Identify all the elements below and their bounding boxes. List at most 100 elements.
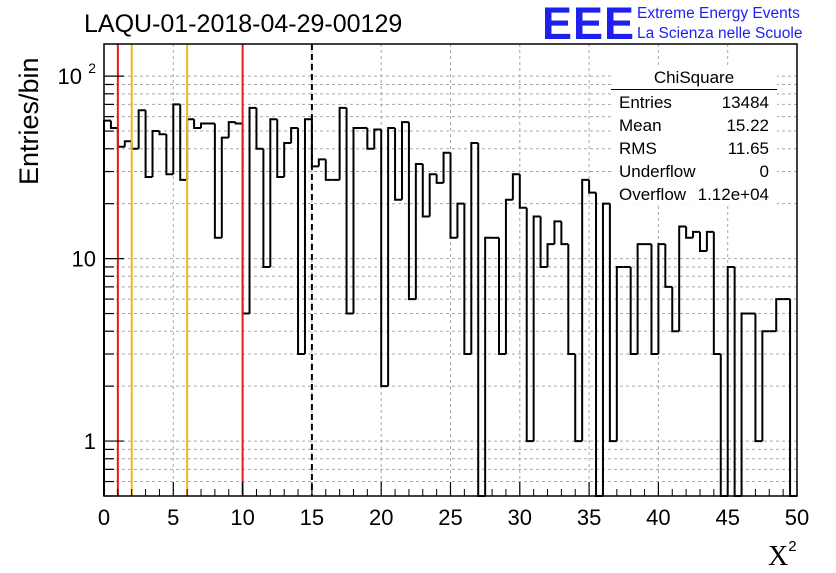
histogram-bin [394, 127, 402, 201]
eee-logo: EEE [542, 0, 636, 49]
histogram-bin [726, 265, 735, 496]
x-axis-label-base: X [768, 541, 789, 572]
histogram-bin [712, 231, 721, 356]
stats-row: Underflow 0 [619, 162, 769, 185]
histogram-bin [705, 230, 714, 252]
x-tick-label: 30 [508, 505, 532, 530]
histogram-bin [220, 136, 229, 238]
histogram-bin [262, 148, 271, 268]
histogram-bin [636, 243, 645, 355]
histogram-bin [276, 119, 285, 179]
histogram-bin [518, 174, 527, 209]
stats-key: RMS [619, 139, 657, 158]
x-tick-label: 20 [369, 505, 393, 530]
x-axis-label: X2 [768, 538, 797, 573]
histogram-bin [657, 243, 666, 355]
x-tick-label: 15 [300, 505, 324, 530]
histogram-bin [601, 202, 610, 496]
histogram-bin [511, 173, 520, 200]
histogram-bin [123, 140, 132, 147]
histogram-bin [574, 354, 583, 443]
stats-value: 15.22 [726, 116, 769, 135]
histogram-bin [269, 118, 278, 267]
histogram-bin [179, 104, 188, 181]
histogram-bin [740, 312, 749, 496]
stats-row: Overflow 1.12e+04 [619, 185, 769, 208]
x-axis-ticks: 0 5 10 15 20 25 30 35 40 45 50 [98, 482, 809, 530]
histogram-bin [345, 107, 354, 315]
histogram-bin [380, 129, 389, 388]
histogram-bin [421, 163, 430, 218]
x-tick-label: 5 [167, 505, 179, 530]
x-axis-label-exponent: 2 [788, 538, 797, 555]
histogram-bin [671, 286, 680, 333]
histogram-bin [338, 106, 347, 180]
histogram-bin [303, 118, 312, 355]
histogram-bin [151, 130, 160, 178]
histogram-bin [685, 226, 694, 239]
histogram-bin [567, 244, 576, 356]
histogram-bin [137, 109, 146, 149]
histogram-bin [283, 142, 292, 178]
histogram-bin [449, 152, 458, 239]
y-tick-label: 1 [84, 429, 96, 454]
histogram-bin [241, 123, 250, 315]
histogram-bin [442, 151, 451, 183]
histogram-bin [608, 203, 617, 443]
histogram-bin [297, 127, 305, 356]
histogram-bin [158, 131, 167, 136]
histogram-bin [290, 126, 299, 144]
histogram-bin [477, 143, 486, 497]
y-tick-label: 10 [72, 247, 96, 272]
histogram-bin [172, 103, 181, 175]
histogram-bin [698, 231, 707, 253]
histogram-bin [719, 354, 728, 497]
stats-divider [611, 89, 777, 90]
histogram-bin [186, 118, 195, 180]
brand-line-1: Extreme Energy Events [637, 5, 800, 22]
histogram-bin [470, 142, 479, 355]
histogram-bin [498, 237, 506, 356]
histogram-bin [373, 128, 382, 149]
histogram-bin [130, 141, 139, 150]
histogram-bin [103, 119, 111, 496]
histogram-bin [629, 266, 638, 356]
histogram-bin [650, 244, 659, 356]
x-tick-label: 50 [785, 505, 809, 530]
histogram-bin [532, 215, 541, 442]
x-tick-label: 0 [98, 505, 110, 530]
histogram-bin [733, 266, 742, 497]
stats-value: 11.65 [727, 139, 769, 158]
stats-key: Entries [619, 93, 672, 112]
histogram-bin [484, 236, 493, 496]
stats-key: Underflow [619, 162, 696, 181]
y-tick-exponent: 2 [88, 60, 96, 76]
histogram-bin [754, 313, 763, 443]
histogram-bin [581, 178, 590, 442]
histogram-bin [553, 220, 562, 245]
histogram-bin [324, 159, 333, 181]
histogram-bin [414, 162, 423, 300]
stats-title: ChiSquare [653, 68, 735, 87]
y-axis-label: Entries/bin [14, 57, 44, 185]
histogram-bin [560, 221, 569, 246]
x-tick-label: 35 [577, 505, 601, 530]
histogram-bin [310, 119, 319, 168]
histogram-bin [504, 198, 513, 355]
histogram-bin [213, 123, 222, 239]
stats-key: Mean [619, 116, 662, 135]
histogram-bin [144, 110, 153, 179]
histogram-bin [595, 192, 603, 497]
histogram-bin [366, 127, 375, 150]
histogram-bin [234, 122, 243, 125]
stats-row: Mean 15.22 [619, 116, 769, 139]
x-tick-label: 25 [438, 505, 462, 530]
histogram-bin [428, 173, 437, 217]
histogram-bin [317, 158, 326, 167]
histogram-bin [456, 202, 465, 238]
histogram-bin [615, 265, 624, 442]
stats-key: Overflow [619, 185, 687, 204]
histogram-bin [193, 119, 202, 129]
histogram-bin [407, 122, 416, 301]
histogram-bin [255, 107, 264, 150]
